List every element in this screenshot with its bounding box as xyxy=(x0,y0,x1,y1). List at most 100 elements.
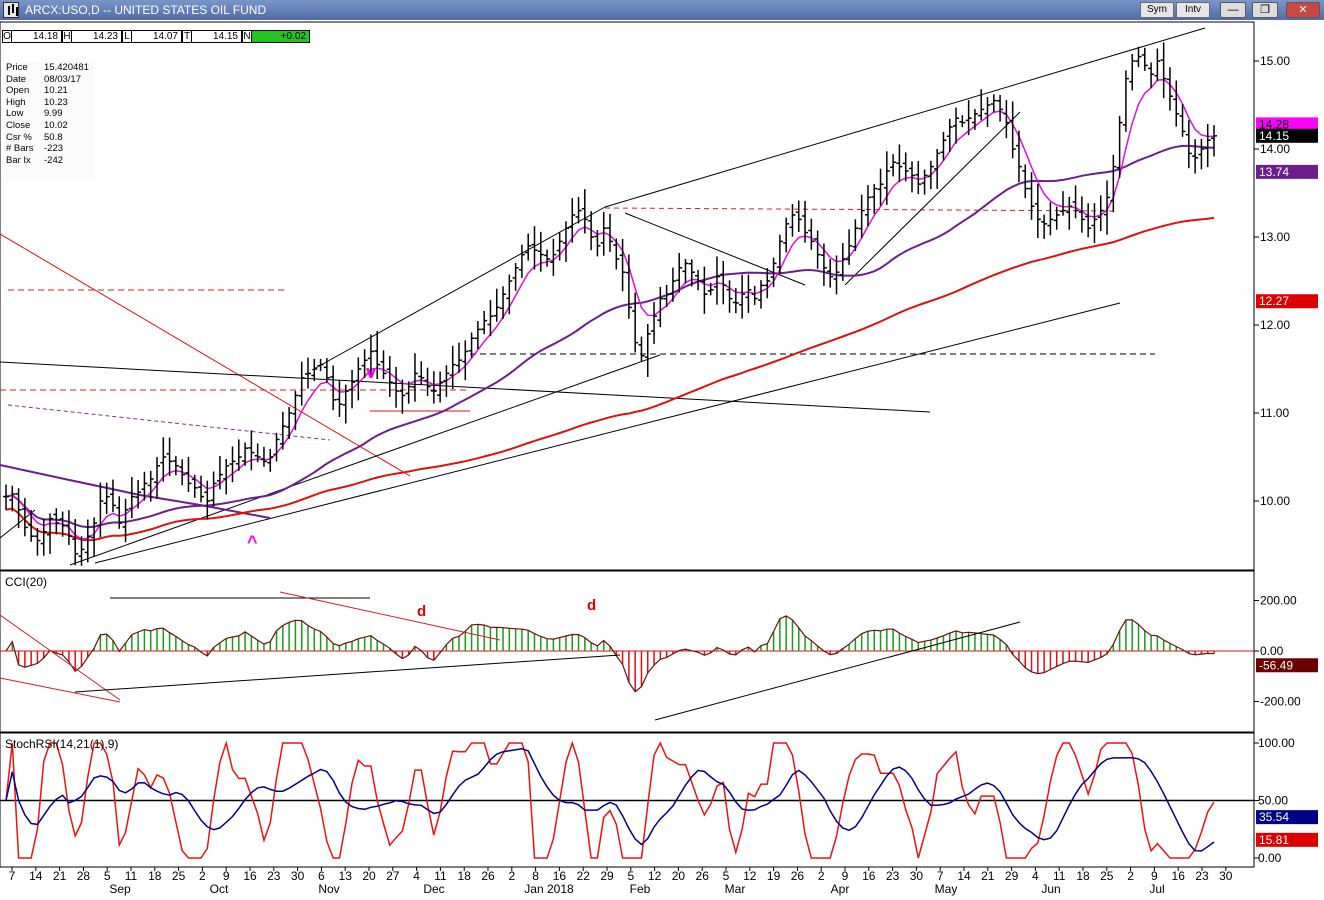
price-bar xyxy=(562,221,569,262)
price-bar xyxy=(481,310,488,335)
price-bar xyxy=(84,519,91,563)
data-value: 50.8 xyxy=(44,131,63,143)
close-button[interactable]: ✕ xyxy=(1286,2,1320,18)
x-day-label: 9 xyxy=(1151,869,1158,883)
x-day-label: 26 xyxy=(791,869,805,883)
restore-button[interactable]: ❐ xyxy=(1252,2,1278,18)
price-bar xyxy=(154,457,160,499)
x-day-label: 2 xyxy=(508,869,515,883)
price-bar xyxy=(657,286,664,328)
x-month-label: May xyxy=(935,882,958,896)
price-bar xyxy=(386,356,393,397)
x-day-label: 13 xyxy=(339,869,353,883)
price-bar xyxy=(858,194,865,239)
x-day-label: 23 xyxy=(886,869,900,883)
symbol-button[interactable]: Sym xyxy=(1140,2,1174,18)
price-bar xyxy=(418,361,425,385)
price-bar xyxy=(103,482,110,515)
price-bar xyxy=(651,302,658,344)
price-bar xyxy=(839,243,846,281)
price-bar xyxy=(1116,115,1123,178)
x-day-label: 21 xyxy=(981,869,995,883)
price-bar xyxy=(273,432,280,462)
price-bar xyxy=(1154,48,1161,82)
price-bar xyxy=(1198,138,1205,170)
stoch-tick-label: 100.00 xyxy=(1258,736,1295,750)
x-day-label: 30 xyxy=(291,869,305,883)
trend-line xyxy=(844,111,1021,286)
price-bar xyxy=(160,437,167,482)
price-bar xyxy=(1047,202,1054,236)
price-bar xyxy=(632,292,639,353)
app-chart-icon xyxy=(3,2,19,18)
price-bar xyxy=(424,367,431,396)
price-bar xyxy=(1141,47,1148,71)
price-bar xyxy=(783,217,790,253)
low-label: L xyxy=(122,30,132,43)
price-badge: 14.15 xyxy=(1256,128,1318,143)
price-bar xyxy=(47,513,54,554)
price-bar xyxy=(550,238,557,276)
x-day-label: 25 xyxy=(1100,869,1114,883)
divergence-mark-1: d xyxy=(417,603,426,620)
x-day-label: 5 xyxy=(104,869,111,883)
x-day-label: 28 xyxy=(77,869,91,883)
price-bar xyxy=(72,519,79,566)
price-bar xyxy=(770,257,777,288)
price-bar xyxy=(833,255,840,295)
stoch-tick-label: 50.00 xyxy=(1258,794,1288,808)
trend-line xyxy=(604,207,1117,212)
data-window-row: High 10.23 xyxy=(6,97,94,109)
price-bar xyxy=(1003,100,1010,139)
x-day-label: 26 xyxy=(481,869,495,883)
price-bar xyxy=(1078,196,1085,233)
price-bar xyxy=(487,300,494,337)
divergence-mark-2: d xyxy=(587,597,596,614)
price-bar xyxy=(1185,120,1192,169)
price-bar xyxy=(921,169,928,195)
data-key: Low xyxy=(6,108,24,120)
x-day-label: 16 xyxy=(243,869,257,883)
price-bar xyxy=(525,233,532,261)
price-bar xyxy=(902,152,909,182)
price-bar xyxy=(927,160,934,190)
price-bar xyxy=(795,200,802,232)
price-badge-label: 13.74 xyxy=(1259,165,1289,179)
close-value: 14.15 xyxy=(192,30,242,43)
price-bar xyxy=(852,219,859,252)
price-bar xyxy=(210,471,217,507)
price-bar xyxy=(846,229,853,265)
price-bar xyxy=(1015,130,1022,183)
price-bar xyxy=(128,477,135,519)
price-badge-label: 12.27 xyxy=(1259,294,1289,308)
net-label: N xyxy=(242,30,252,43)
x-day-label: 7 xyxy=(9,869,16,883)
price-bar xyxy=(676,252,683,293)
price-bar xyxy=(323,358,330,383)
price-bar xyxy=(1129,53,1136,91)
price-bar xyxy=(682,258,689,284)
interval-button[interactable]: Intv xyxy=(1176,2,1210,18)
price-bar xyxy=(411,353,418,402)
price-bar xyxy=(109,479,116,512)
data-window: Price 15.420481 Date 08/03/17 Open 10.21 Hi… xyxy=(6,62,94,180)
price-bar xyxy=(59,511,66,537)
x-day-label: 23 xyxy=(267,869,281,883)
price-bar xyxy=(53,508,60,535)
ma-slow-line xyxy=(5,216,1215,542)
price-bar xyxy=(40,518,47,556)
x-day-label: 16 xyxy=(862,869,876,883)
price-bar xyxy=(758,280,764,309)
price-bar xyxy=(688,259,695,287)
stoch-k-line xyxy=(5,740,1215,859)
minimize-button[interactable]: — xyxy=(1220,2,1246,18)
price-bar xyxy=(1034,184,1041,238)
x-day-label: 2 xyxy=(818,869,825,883)
data-window-row: Close 10.02 xyxy=(6,120,94,132)
price-bar xyxy=(1179,103,1186,137)
high-label: H xyxy=(62,30,72,43)
trend-line xyxy=(7,404,331,441)
chart-canvas[interactable]: 15.0014.0013.0012.0011.0010.00200.000.00… xyxy=(0,20,1324,900)
price-bar xyxy=(9,485,16,512)
x-month-label: Mar xyxy=(725,882,746,896)
